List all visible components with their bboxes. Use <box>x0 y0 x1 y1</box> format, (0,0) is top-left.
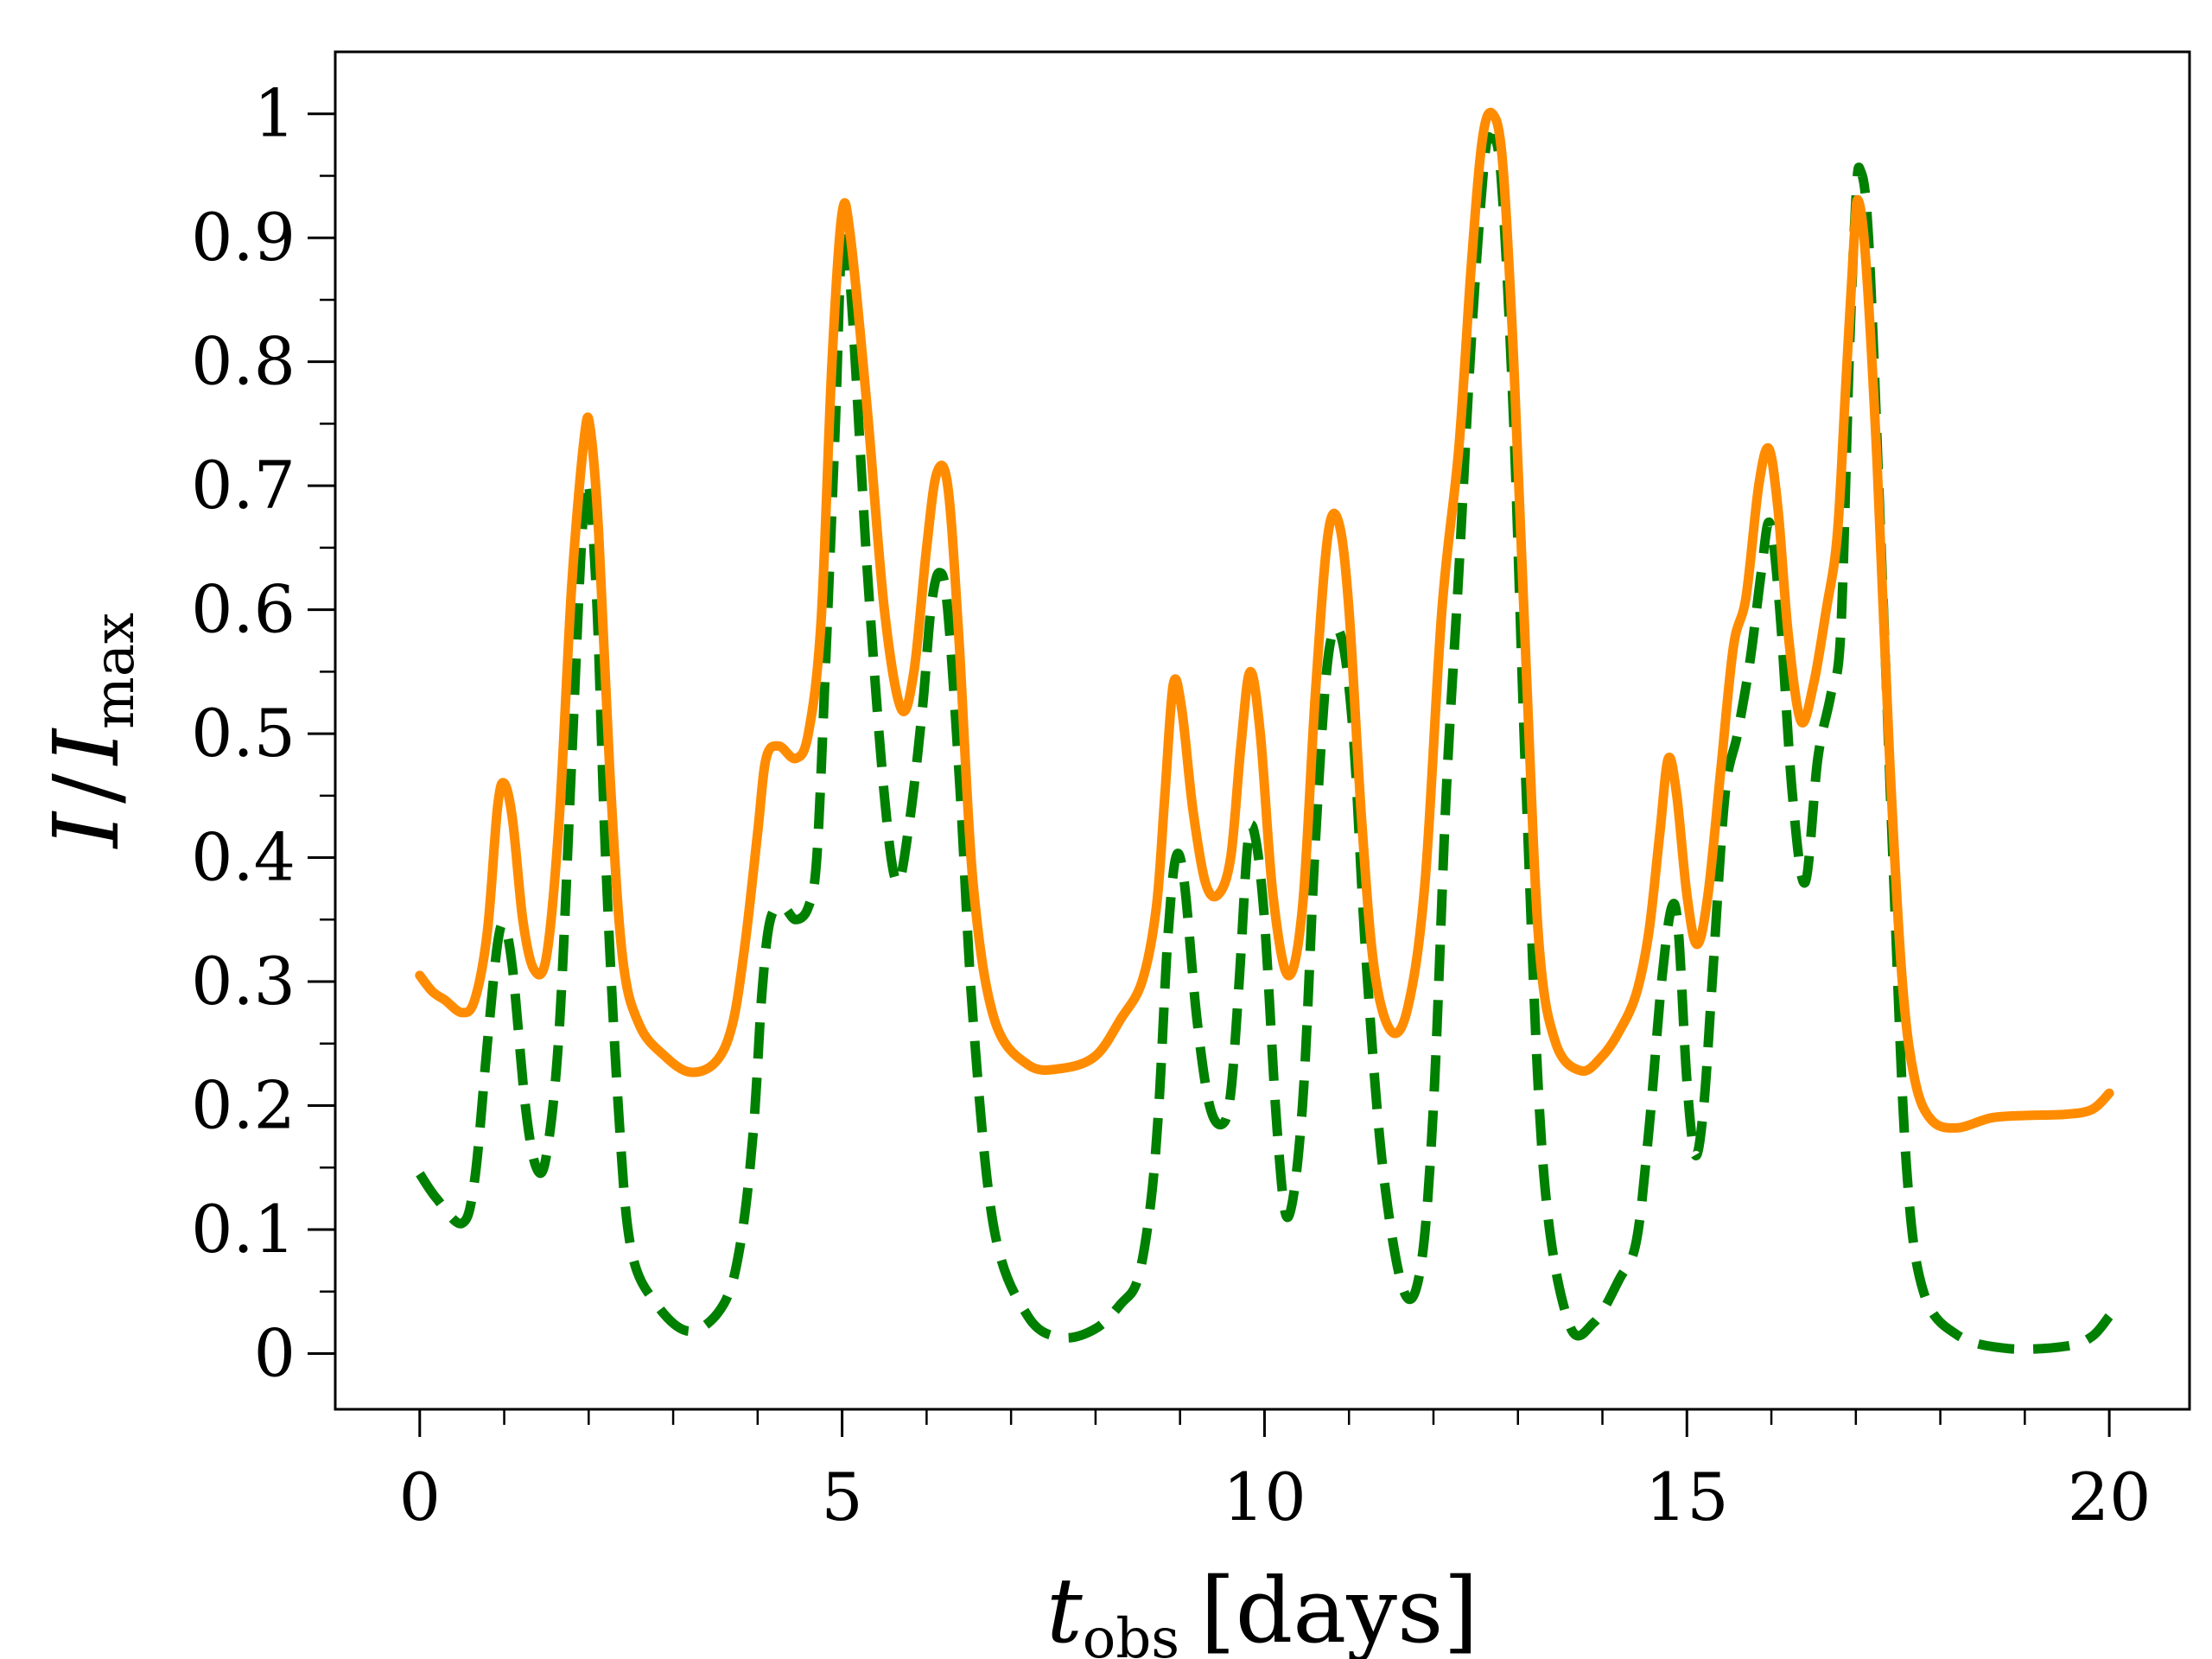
plot-frame <box>334 50 2191 1411</box>
y-axis-label-denominator: I <box>34 728 139 766</box>
series-line-solid <box>415 107 2114 1133</box>
y-tick-label: 0.2 <box>191 1066 296 1143</box>
axis-tick-labels: 0 5 10 15 20 0 0.1 0.2 0.3 0.4 0.5 0.6 0.7 0.8 0.9 1 <box>191 75 2151 1535</box>
y-axis-label: I / Imax <box>34 613 147 849</box>
y-axis-label-slash: / <box>34 772 139 804</box>
x-tick-label: 5 <box>821 1459 862 1535</box>
y-tick-label: 0.1 <box>191 1191 296 1268</box>
y-tick-label: 0.3 <box>191 943 296 1020</box>
x-axis-label-main: t <box>1046 1558 1083 1659</box>
x-tick-label: 20 <box>2068 1459 2152 1535</box>
axis-ticks <box>308 112 2111 1437</box>
series-layer <box>415 107 2114 1354</box>
x-tick-label: 10 <box>1223 1459 1306 1535</box>
x-axis-label-unit: [days] <box>1200 1558 1478 1659</box>
y-axis-label-sub: max <box>83 613 147 729</box>
x-axis-label: tobs [days] <box>1046 1558 1478 1659</box>
y-tick-label: 0.7 <box>191 447 296 524</box>
y-tick-label: 0 <box>254 1314 296 1391</box>
y-tick-label: 0.5 <box>191 695 296 772</box>
y-tick-label: 1 <box>254 75 296 152</box>
y-tick-label: 0.8 <box>191 323 296 400</box>
y-tick-label: 0.6 <box>191 571 296 648</box>
x-tick-label: 15 <box>1645 1459 1729 1535</box>
x-axis-label-sub: obs <box>1083 1607 1179 1659</box>
y-axis-label-numerator: I <box>34 810 139 849</box>
series-line-dashed <box>416 131 2113 1354</box>
x-tick-label: 0 <box>399 1459 441 1535</box>
y-tick-label: 0.4 <box>191 819 296 896</box>
y-tick-label: 0.9 <box>191 199 296 276</box>
